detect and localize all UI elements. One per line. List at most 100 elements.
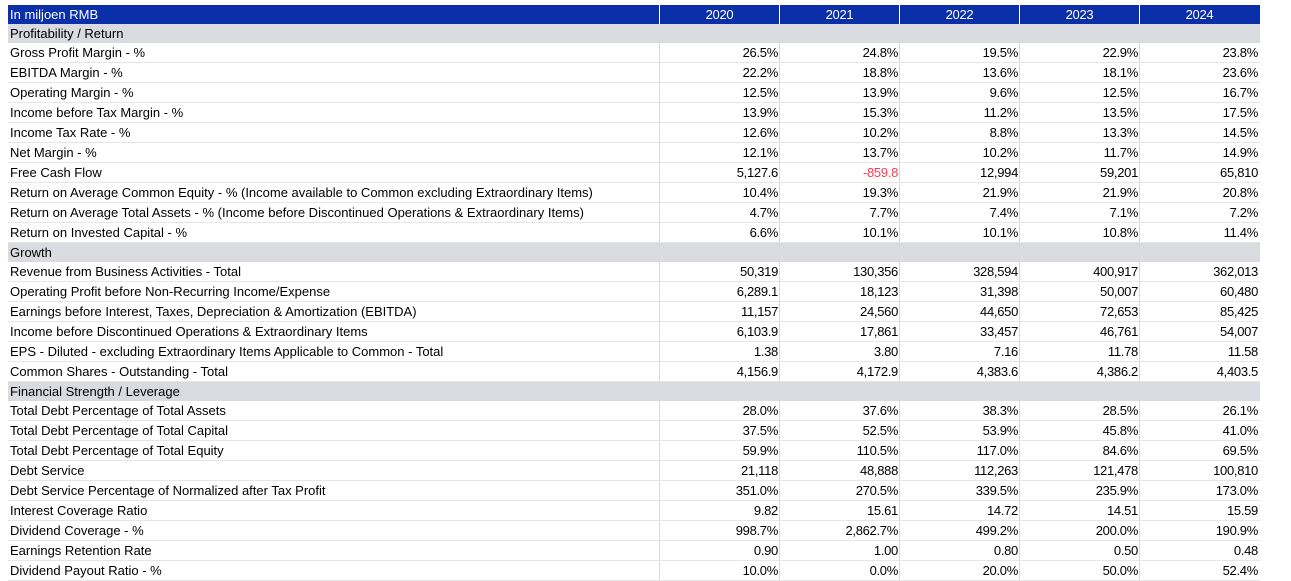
value-cell: 9.6% (899, 83, 1019, 102)
table-row: Gross Profit Margin - % 26.5% 24.8% 19.5% 22… (8, 43, 1260, 63)
value-cell: 52.4% (1139, 561, 1259, 580)
value-cell: 45.8% (1019, 421, 1139, 440)
row-label: Net Margin - % (10, 145, 97, 160)
table-header-row: In miljoen RMB 2020 2021 2022 2023 2024 (8, 5, 1260, 24)
year-header: 2020 (659, 5, 779, 24)
value-cell: 22.9% (1019, 43, 1139, 62)
table-row: Debt Service 21,118 48,888 112,263 121,478 10… (8, 461, 1260, 481)
value-cell: 5,127.6 (659, 163, 779, 182)
section-title: Growth (10, 245, 52, 260)
table-row: Return on Average Common Equity - % (Inc… (8, 183, 1260, 203)
value-cell: 12,994 (899, 163, 1019, 182)
value-cell: 121,478 (1019, 461, 1139, 480)
table-row: Operating Margin - % 12.5% 13.9% 9.6% 12.5% 1… (8, 83, 1260, 103)
section-title: Profitability / Return (10, 26, 124, 41)
value-cell: 28.0% (659, 401, 779, 420)
table-row: Free Cash Flow 5,127.6 -859.8 12,994 59,201 6… (8, 163, 1260, 183)
row-label: Income before Discontinued Operations & … (10, 324, 368, 339)
table-row: Revenue from Business Activities - Total… (8, 262, 1260, 282)
value-cell: 110.5% (779, 441, 899, 460)
value-cell: 12.1% (659, 143, 779, 162)
value-cell: 173.0% (1139, 481, 1259, 500)
table-row: Common Shares - Outstanding - Total 4,156… (8, 362, 1260, 382)
row-label: Dividend Payout Ratio - % (10, 563, 162, 578)
table-row: Dividend Coverage - % 998.7% 2,862.7% 499.2… (8, 521, 1260, 541)
value-cell: 22.2% (659, 63, 779, 82)
value-cell: 270.5% (779, 481, 899, 500)
value-cell: 6.6% (659, 223, 779, 242)
row-label: Gross Profit Margin - % (10, 45, 146, 60)
table-row: Income before Discontinued Operations & … (8, 322, 1260, 342)
value-cell: 9.82 (659, 501, 779, 520)
row-label: EPS - Diluted - excluding Extraordinary … (10, 344, 444, 359)
row-label: Common Shares - Outstanding - Total (10, 364, 228, 379)
value-cell: 6,289.1 (659, 282, 779, 301)
value-cell: 7.4% (899, 203, 1019, 222)
row-label: Return on Average Common Equity - % (Inc… (10, 185, 593, 200)
value-cell: 112,263 (899, 461, 1019, 480)
value-cell: 4,156.9 (659, 362, 779, 381)
table-row: Return on Average Total Assets - % (Inco… (8, 203, 1260, 223)
value-cell: 50,007 (1019, 282, 1139, 301)
value-cell: 190.9% (1139, 521, 1259, 540)
table-row: EPS - Diluted - excluding Extraordinary … (8, 342, 1260, 362)
value-cell: 7.7% (779, 203, 899, 222)
value-cell: 13.9% (779, 83, 899, 102)
row-label: Return on Average Total Assets - % (Inco… (10, 205, 584, 220)
value-cell: 38.3% (899, 401, 1019, 420)
row-label: Operating Profit before Non-Recurring In… (10, 284, 331, 299)
value-cell: 16.7% (1139, 83, 1259, 102)
row-label: Dividend Coverage - % (10, 523, 144, 538)
value-cell: 4,172.9 (779, 362, 899, 381)
table-row: Total Debt Percentage of Total Assets 28.… (8, 401, 1260, 421)
value-cell: 7.2% (1139, 203, 1259, 222)
value-cell: 21.9% (899, 183, 1019, 202)
value-cell: 13.6% (899, 63, 1019, 82)
value-cell: 37.5% (659, 421, 779, 440)
value-cell: 6,103.9 (659, 322, 779, 341)
value-cell: 12.5% (659, 83, 779, 102)
value-cell: 20.8% (1139, 183, 1259, 202)
value-cell: 200.0% (1019, 521, 1139, 540)
value-cell: 65,810 (1139, 163, 1259, 182)
value-cell: 13.3% (1019, 123, 1139, 142)
value-cell: 52.5% (779, 421, 899, 440)
value-cell: 11.4% (1139, 223, 1259, 242)
table-row: EBITDA Margin - % 22.2% 18.8% 13.6% 18.1% 23.… (8, 63, 1260, 83)
table-row: Return on Invested Capital - % 6.6% 10.1% 1… (8, 223, 1260, 243)
value-cell: 235.9% (1019, 481, 1139, 500)
value-cell: 351.0% (659, 481, 779, 500)
value-cell: 11.58 (1139, 342, 1259, 361)
row-label: Total Debt Percentage of Total Capital (10, 423, 229, 438)
table-row: Earnings before Interest, Taxes, Depreci… (8, 302, 1260, 322)
value-cell: 328,594 (899, 262, 1019, 281)
value-cell: 41.0% (1139, 421, 1259, 440)
table-row: Income Tax Rate - % 12.6% 10.2% 8.8% 13.3% 14… (8, 123, 1260, 143)
value-cell: 59.9% (659, 441, 779, 460)
value-cell: 37.6% (779, 401, 899, 420)
value-cell: 46,761 (1019, 322, 1139, 341)
row-label: Return on Invested Capital - % (10, 225, 188, 240)
value-cell: 0.50 (1019, 541, 1139, 560)
table-row: Income before Tax Margin - % 13.9% 15.3% 11… (8, 103, 1260, 123)
value-cell: 0.90 (659, 541, 779, 560)
row-label: Income before Tax Margin - % (10, 105, 184, 120)
value-cell: 7.1% (1019, 203, 1139, 222)
value-cell: 10.2% (899, 143, 1019, 162)
value-cell: 31,398 (899, 282, 1019, 301)
unit-label: In miljoen RMB (10, 7, 99, 22)
value-cell: 84.6% (1019, 441, 1139, 460)
value-cell: 4.7% (659, 203, 779, 222)
value-cell: 13.7% (779, 143, 899, 162)
table-row: Dividend Payout Ratio - % 10.0% 0.0% 20.0% 5… (8, 561, 1260, 581)
row-label: Income Tax Rate - % (10, 125, 131, 140)
value-cell: 10.1% (899, 223, 1019, 242)
year-header: 2022 (899, 5, 1019, 24)
value-cell: 23.6% (1139, 63, 1259, 82)
value-cell: 10.4% (659, 183, 779, 202)
value-cell: 12.5% (1019, 83, 1139, 102)
value-cell: 0.0% (779, 561, 899, 580)
value-cell: 499.2% (899, 521, 1019, 540)
value-cell: 12.6% (659, 123, 779, 142)
value-cell: 13.5% (1019, 103, 1139, 122)
